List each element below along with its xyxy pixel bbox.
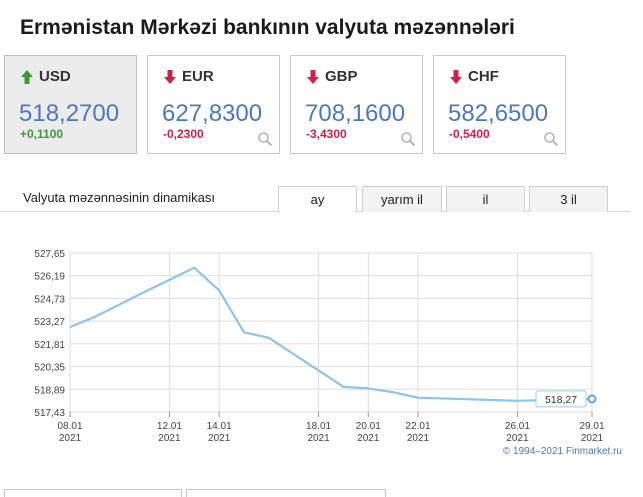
y-tick-label: 518,89 bbox=[34, 385, 65, 396]
x-tick-day: 18.01 bbox=[306, 421, 331, 432]
y-tick-label: 527,65 bbox=[34, 249, 65, 260]
footer-panel-right[interactable] bbox=[186, 489, 386, 497]
rate-change: -0,2300 bbox=[163, 127, 204, 141]
rate-chart: 527,65 526,19 524,73 523,27 521,81 520,35 518,… bbox=[0, 238, 643, 460]
rate-chart-svg: 527,65 526,19 524,73 523,27 521,81 520,35 518,… bbox=[34, 249, 622, 457]
tab-period-1[interactable]: yarım il bbox=[362, 186, 442, 212]
rate-change: -0,5400 bbox=[449, 127, 490, 141]
x-tick-year: 2021 bbox=[581, 433, 604, 444]
currency-card-usd[interactable]: USD 518,2700 +0,1100 bbox=[4, 55, 137, 154]
page-title: Ermənistan Mərkəzi bankının valyuta məzə… bbox=[20, 16, 515, 39]
y-tick-label: 517,43 bbox=[34, 408, 65, 419]
x-tick-day: 22.01 bbox=[405, 421, 430, 432]
x-tick-year: 2021 bbox=[307, 433, 330, 444]
arrow-down-icon bbox=[449, 69, 463, 85]
dynamics-heading: Valyuta məzənnəsinin dinamikası bbox=[23, 190, 215, 205]
plot-area bbox=[69, 252, 593, 413]
last-point-marker bbox=[587, 394, 597, 404]
x-tick-day: 14.01 bbox=[207, 421, 232, 432]
currency-rate: 627,8300 bbox=[162, 100, 263, 127]
y-tick-label: 523,27 bbox=[34, 317, 65, 328]
x-tick-year: 2021 bbox=[357, 433, 380, 444]
last-value-label: 518,27 bbox=[545, 394, 577, 406]
y-tick-label: 526,19 bbox=[34, 272, 65, 283]
x-tick-day: 20.01 bbox=[356, 421, 381, 432]
currency-rate: 708,1600 bbox=[305, 100, 406, 127]
x-tick-year: 2021 bbox=[208, 433, 231, 444]
x-tick-year: 2021 bbox=[158, 433, 181, 444]
magnifier-icon[interactable] bbox=[400, 131, 416, 147]
tab-period-3[interactable]: 3 il bbox=[529, 186, 608, 212]
currency-card-chf[interactable]: CHF 582,6500 -0,5400 bbox=[433, 55, 566, 154]
currency-rate: 518,2700 bbox=[19, 100, 120, 127]
currency-rate: 582,6500 bbox=[448, 100, 549, 127]
arrow-down-icon bbox=[306, 69, 320, 85]
usd-rate-line bbox=[69, 266, 593, 402]
x-tick-year: 2021 bbox=[506, 433, 529, 444]
rate-change: +0,1100 bbox=[20, 127, 64, 141]
arrow-up-icon bbox=[20, 69, 34, 85]
x-tick-day: 26.01 bbox=[505, 421, 530, 432]
chart-credit: © 1994–2021 Finmarket.ru bbox=[503, 446, 622, 457]
tab-period-2[interactable]: il bbox=[446, 186, 525, 212]
x-tick-day: 29.01 bbox=[579, 421, 604, 432]
last-value-box bbox=[535, 390, 587, 408]
y-tick-label: 524,73 bbox=[34, 294, 65, 305]
rate-change: -3,4300 bbox=[306, 127, 347, 141]
currency-code: GBP bbox=[325, 68, 358, 85]
x-tick-day: 12.01 bbox=[157, 421, 182, 432]
currency-card-eur[interactable]: EUR 627,8300 -0,2300 bbox=[147, 55, 280, 154]
x-tick-day: 08.01 bbox=[57, 421, 82, 432]
currency-code: CHF bbox=[468, 68, 499, 85]
tab-period-0[interactable]: ay bbox=[278, 186, 357, 213]
y-tick-label: 521,81 bbox=[34, 340, 65, 351]
x-tick-year: 2021 bbox=[407, 433, 430, 444]
x-tick-year: 2021 bbox=[59, 433, 82, 444]
currency-code: EUR bbox=[182, 68, 214, 85]
magnifier-icon[interactable] bbox=[257, 131, 273, 147]
footer-panel-left[interactable] bbox=[4, 489, 182, 497]
magnifier-icon[interactable] bbox=[543, 131, 559, 147]
currency-card-gbp[interactable]: GBP 708,1600 -3,4300 bbox=[290, 55, 423, 154]
currency-code: USD bbox=[39, 68, 71, 85]
y-tick-label: 520,35 bbox=[34, 363, 65, 374]
arrow-down-icon bbox=[163, 69, 177, 85]
